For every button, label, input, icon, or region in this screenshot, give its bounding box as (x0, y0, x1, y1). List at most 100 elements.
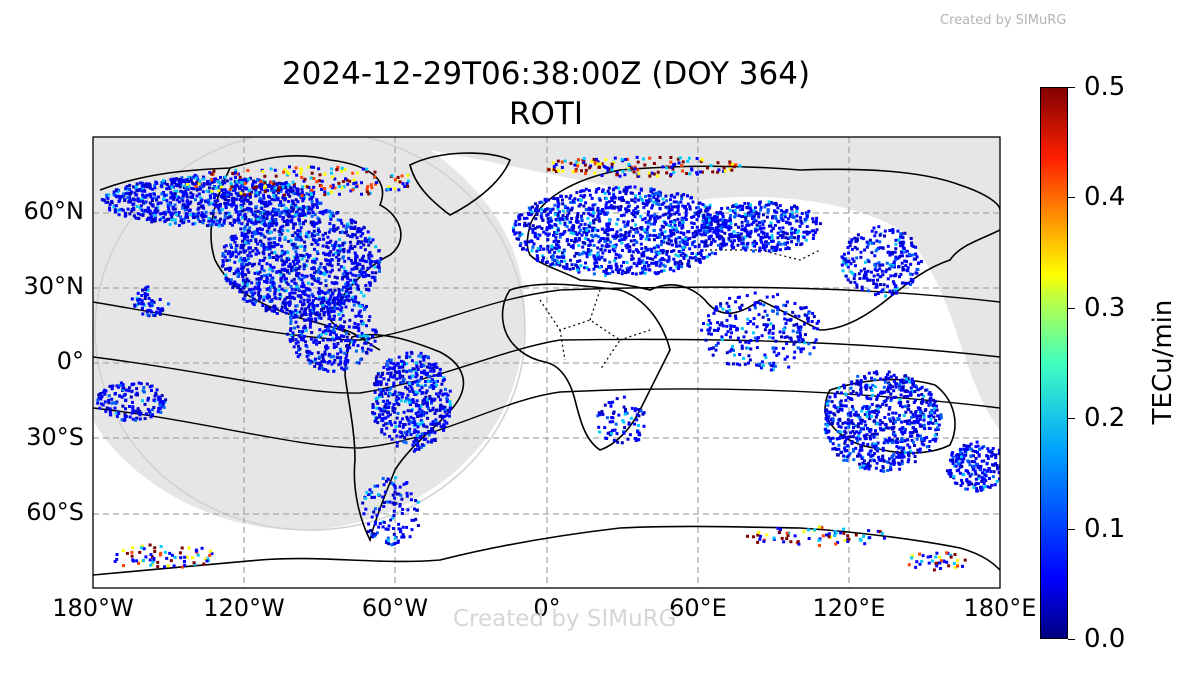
roti-point (163, 212, 167, 216)
roti-point (586, 238, 590, 241)
roti-point (401, 434, 405, 438)
roti-point (655, 272, 659, 275)
roti-point (625, 267, 629, 271)
roti-point (307, 303, 311, 307)
roti-point (239, 227, 243, 231)
roti-point (328, 260, 332, 264)
roti-point (715, 226, 718, 230)
roti-point (253, 230, 257, 234)
roti-point (709, 221, 713, 224)
roti-point (333, 358, 337, 362)
roti-point (355, 361, 359, 365)
roti-point (595, 261, 599, 265)
roti-point (275, 307, 279, 311)
roti-point (435, 423, 439, 427)
roti-point (414, 412, 418, 416)
roti-point (759, 206, 763, 210)
roti-point (300, 284, 304, 288)
roti-point (607, 244, 611, 248)
roti-point (273, 218, 277, 222)
roti-point (241, 193, 245, 197)
roti-point (891, 416, 895, 420)
roti-point (415, 364, 419, 368)
roti-point (253, 212, 257, 216)
roti-point (327, 230, 331, 234)
roti-point (631, 272, 635, 275)
roti-point (769, 229, 773, 233)
roti-point (400, 431, 404, 435)
roti-point (419, 404, 423, 408)
roti-point (259, 201, 263, 205)
roti-point (371, 406, 375, 409)
roti-point (327, 252, 331, 256)
roti-point (280, 259, 284, 263)
roti-point (254, 205, 258, 209)
roti-point (679, 200, 683, 204)
roti-point (598, 198, 602, 202)
roti-point (680, 262, 684, 266)
roti-point (278, 233, 282, 237)
roti-point (708, 223, 712, 227)
roti-point (398, 424, 402, 428)
roti-point (710, 251, 714, 255)
roti-point (862, 276, 866, 280)
roti-point (273, 290, 277, 294)
roti-point (420, 443, 424, 447)
roti-point (433, 431, 437, 435)
roti-point (866, 427, 869, 430)
roti-point (569, 239, 573, 242)
roti-point (337, 253, 341, 257)
roti-point (697, 257, 701, 261)
roti-point (255, 248, 259, 252)
roti-point (298, 192, 302, 196)
roti-point (211, 191, 214, 195)
roti-point (189, 191, 193, 195)
roti-point (334, 227, 338, 231)
roti-point (611, 228, 615, 232)
roti-point (426, 398, 429, 402)
roti-point (333, 306, 337, 310)
roti-point (411, 374, 414, 378)
roti-point (395, 401, 399, 405)
roti-point (802, 235, 806, 239)
roti-point (755, 212, 759, 216)
roti-point (557, 245, 561, 249)
roti-point (321, 291, 325, 294)
roti-point (624, 192, 628, 196)
roti-point (441, 407, 445, 411)
roti-point (388, 434, 392, 438)
roti-point (580, 252, 584, 256)
roti-point (192, 187, 196, 191)
roti-point (541, 259, 545, 262)
roti-point (636, 261, 640, 265)
roti-point (898, 398, 902, 402)
roti-point (600, 237, 604, 240)
roti-point (173, 192, 177, 196)
roti-point (609, 240, 612, 244)
roti-point (919, 260, 923, 263)
roti-point (639, 260, 643, 264)
roti-point (139, 206, 142, 210)
roti-point (348, 246, 352, 250)
roti-point (289, 203, 293, 207)
roti-point (690, 221, 694, 225)
roti-point (686, 230, 690, 234)
roti-point (191, 181, 195, 185)
roti-point (876, 449, 880, 453)
roti-point (673, 195, 677, 199)
roti-point (538, 201, 542, 205)
roti-point (278, 292, 282, 296)
roti-point (280, 249, 284, 253)
roti-point (641, 259, 645, 263)
roti-point (181, 221, 185, 225)
roti-point (630, 258, 634, 261)
roti-point (323, 352, 327, 356)
roti-point (859, 421, 863, 425)
roti-point (293, 258, 297, 262)
roti-point (406, 409, 410, 413)
roti-point (665, 199, 669, 203)
roti-point (634, 211, 637, 215)
roti-point (284, 306, 287, 310)
roti-point (561, 209, 565, 213)
roti-point (329, 294, 333, 298)
